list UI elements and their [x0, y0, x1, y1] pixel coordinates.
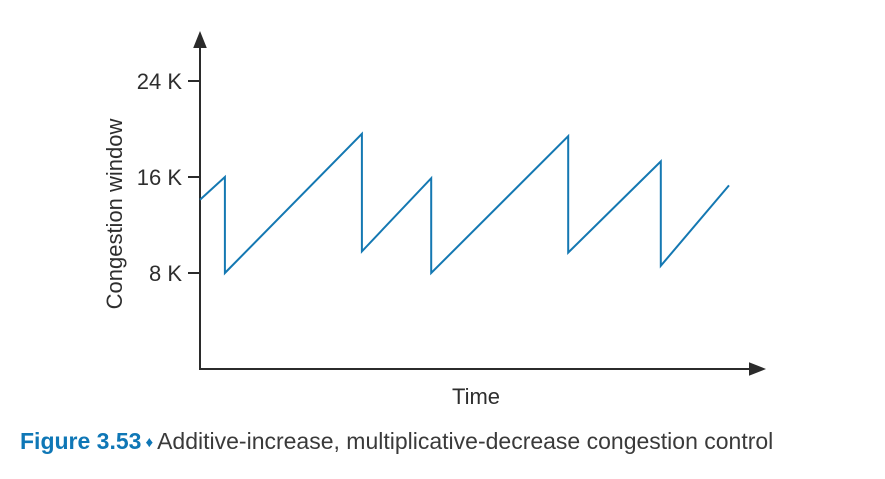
- x-axis: [199, 362, 766, 376]
- diamond-separator-icon: ♦: [145, 434, 154, 451]
- y-axis: [193, 31, 207, 370]
- x-axis-title: Time: [452, 384, 500, 409]
- figure-caption: Figure 3.53 ♦ Additive-increase, multiplic…: [20, 428, 870, 455]
- x-axis-arrow-icon: [749, 362, 766, 376]
- y-axis-arrow-icon: [193, 31, 207, 48]
- congestion-window-chart: 8 K 16 K 24 K Congestion window Time: [102, 31, 766, 409]
- congestion-window-line: [199, 131, 730, 276]
- y-tick-label: 24 K: [137, 69, 183, 94]
- y-axis-title: Congestion window: [102, 118, 127, 309]
- figure-number: Figure 3.53: [20, 428, 142, 454]
- caption-text: Additive-increase, multiplicative-decrea…: [157, 428, 774, 454]
- y-tick-label: 8 K: [149, 261, 182, 286]
- y-tick-label: 16 K: [137, 165, 183, 190]
- y-tick-group: 8 K 16 K 24 K: [137, 69, 200, 286]
